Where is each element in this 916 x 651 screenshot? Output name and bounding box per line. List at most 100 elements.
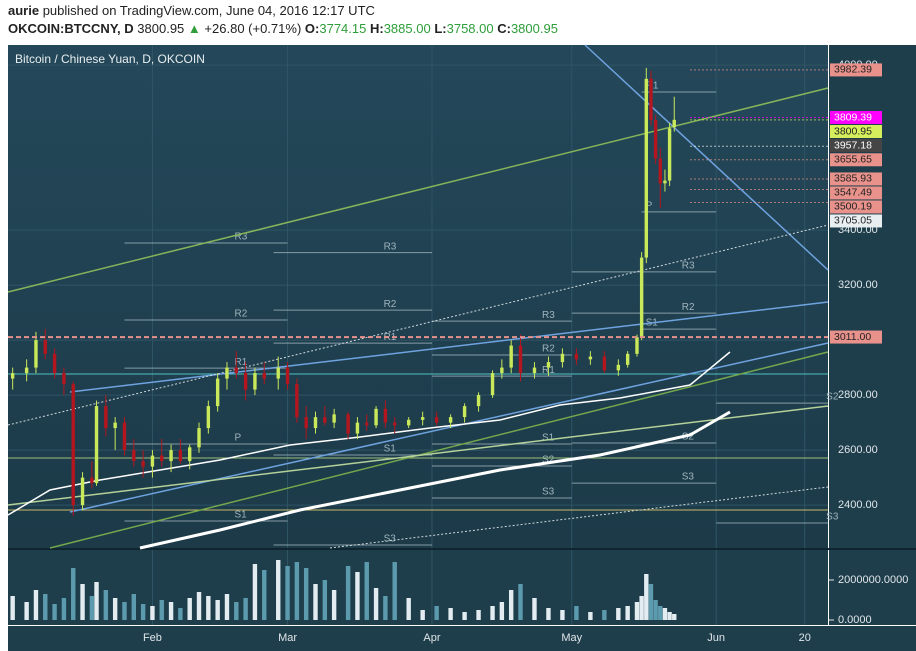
moving-average bbox=[139, 410, 731, 550]
candle-body bbox=[323, 417, 327, 423]
volume-bar bbox=[61, 598, 67, 620]
candle-body bbox=[588, 356, 593, 360]
volume-bar bbox=[234, 602, 239, 620]
change: +26.80 (+0.71%) bbox=[204, 21, 302, 36]
candle-body bbox=[346, 414, 350, 434]
pivot-label: S2 bbox=[542, 455, 555, 466]
quote-line: OKCOIN:BTCCNY, D 3800.95 ▲ +26.80 (+0.71… bbox=[8, 20, 916, 38]
volume-bar bbox=[602, 610, 607, 620]
volume-bar bbox=[131, 594, 136, 620]
pivot-label: R1 bbox=[384, 332, 397, 343]
time-axis bbox=[8, 626, 916, 651]
pivot-label: R3 bbox=[542, 310, 555, 321]
volume-bar bbox=[52, 604, 57, 620]
volume-bar bbox=[33, 590, 39, 620]
price-label-box bbox=[830, 153, 882, 167]
price-label: 3809.39 bbox=[834, 111, 872, 123]
pivot-label: S1 bbox=[542, 433, 555, 444]
header: aurie published on TradingView.com, June… bbox=[0, 0, 916, 44]
volume-bar bbox=[364, 562, 369, 620]
volume-bar bbox=[345, 566, 351, 620]
volume-bar bbox=[658, 606, 663, 620]
volume-bar bbox=[10, 596, 15, 620]
candle-body bbox=[225, 367, 229, 379]
volume-bar bbox=[639, 596, 644, 620]
candle-body bbox=[462, 406, 467, 418]
volume-bar bbox=[625, 606, 630, 620]
volume-bar bbox=[94, 582, 99, 620]
volume-bar bbox=[243, 598, 248, 620]
ohlc-l-value: 3758.00 bbox=[446, 21, 494, 36]
price-label: 3585.93 bbox=[834, 173, 872, 185]
volume-bar bbox=[420, 610, 425, 620]
candle-body bbox=[509, 345, 513, 368]
candle-body bbox=[215, 378, 220, 407]
y-tick-label: 2600.00 bbox=[838, 444, 878, 456]
pivot-label: R3 bbox=[384, 241, 397, 252]
volume-bar bbox=[331, 590, 337, 620]
volume-bar bbox=[434, 606, 439, 620]
volume-bar bbox=[355, 572, 360, 620]
candle-body bbox=[518, 345, 523, 374]
price-label-box bbox=[830, 214, 882, 228]
candle-body bbox=[234, 367, 238, 374]
candle-body bbox=[616, 364, 621, 371]
volume-bar bbox=[508, 590, 514, 620]
volume-bar bbox=[476, 610, 481, 620]
price-label: 3957.18 bbox=[834, 139, 872, 151]
candle-body bbox=[672, 119, 676, 128]
x-tick-label: Apr bbox=[423, 632, 440, 644]
pivot-label: R3 bbox=[682, 261, 695, 272]
volume-bar bbox=[24, 602, 29, 620]
x-tick-label: 20 bbox=[799, 632, 811, 644]
candle-body bbox=[243, 373, 248, 390]
volume-bar bbox=[560, 610, 565, 620]
volume-bar bbox=[196, 592, 202, 620]
candle-body bbox=[24, 367, 29, 374]
volume-bar bbox=[215, 600, 220, 620]
candle-body bbox=[625, 353, 630, 365]
candle-body bbox=[253, 373, 257, 390]
volume-bar bbox=[178, 608, 183, 620]
volume-bar bbox=[224, 594, 230, 620]
price-label-box bbox=[830, 200, 882, 214]
trend-line bbox=[69, 301, 829, 393]
candle-body bbox=[653, 120, 658, 159]
candle-body bbox=[304, 417, 308, 429]
volume-bar bbox=[644, 574, 649, 620]
candle-body bbox=[546, 362, 551, 368]
main-pane bbox=[8, 45, 828, 548]
volume-bar bbox=[662, 608, 668, 620]
candle-body bbox=[574, 353, 579, 360]
candle-body bbox=[644, 78, 648, 258]
volume-bar bbox=[490, 606, 495, 620]
candle-body bbox=[332, 414, 336, 423]
candle-body bbox=[313, 417, 318, 429]
candle-body bbox=[71, 384, 75, 506]
author[interactable]: aurie bbox=[8, 3, 40, 18]
pivot-label: S3 bbox=[826, 512, 839, 523]
candle-body bbox=[649, 78, 653, 121]
candle-body bbox=[90, 477, 94, 484]
trend-line bbox=[584, 44, 829, 271]
price-label-box bbox=[830, 186, 882, 200]
candle-body bbox=[285, 367, 290, 385]
price-label: 3705.05 bbox=[834, 215, 872, 227]
candle-body bbox=[667, 128, 672, 181]
candle-body bbox=[34, 340, 38, 368]
candle-body bbox=[104, 406, 108, 429]
pivot-label: S2 bbox=[682, 432, 695, 443]
pivot-label: P bbox=[234, 433, 241, 444]
trend-line bbox=[7, 224, 829, 426]
candle-body bbox=[43, 340, 47, 354]
volume-bar bbox=[383, 596, 388, 620]
candle-body bbox=[10, 373, 15, 379]
ohlc-c-value: 3800.95 bbox=[510, 21, 558, 36]
pivot-label: S2 bbox=[826, 392, 839, 403]
volume-bar bbox=[276, 560, 281, 620]
pivot-label: P bbox=[646, 201, 653, 212]
publish-line: aurie published on TradingView.com, June… bbox=[8, 0, 916, 20]
volume-tick-label: 0.0000 bbox=[838, 614, 872, 626]
x-tick-label: Jun bbox=[707, 632, 725, 644]
candle-body bbox=[197, 428, 201, 448]
